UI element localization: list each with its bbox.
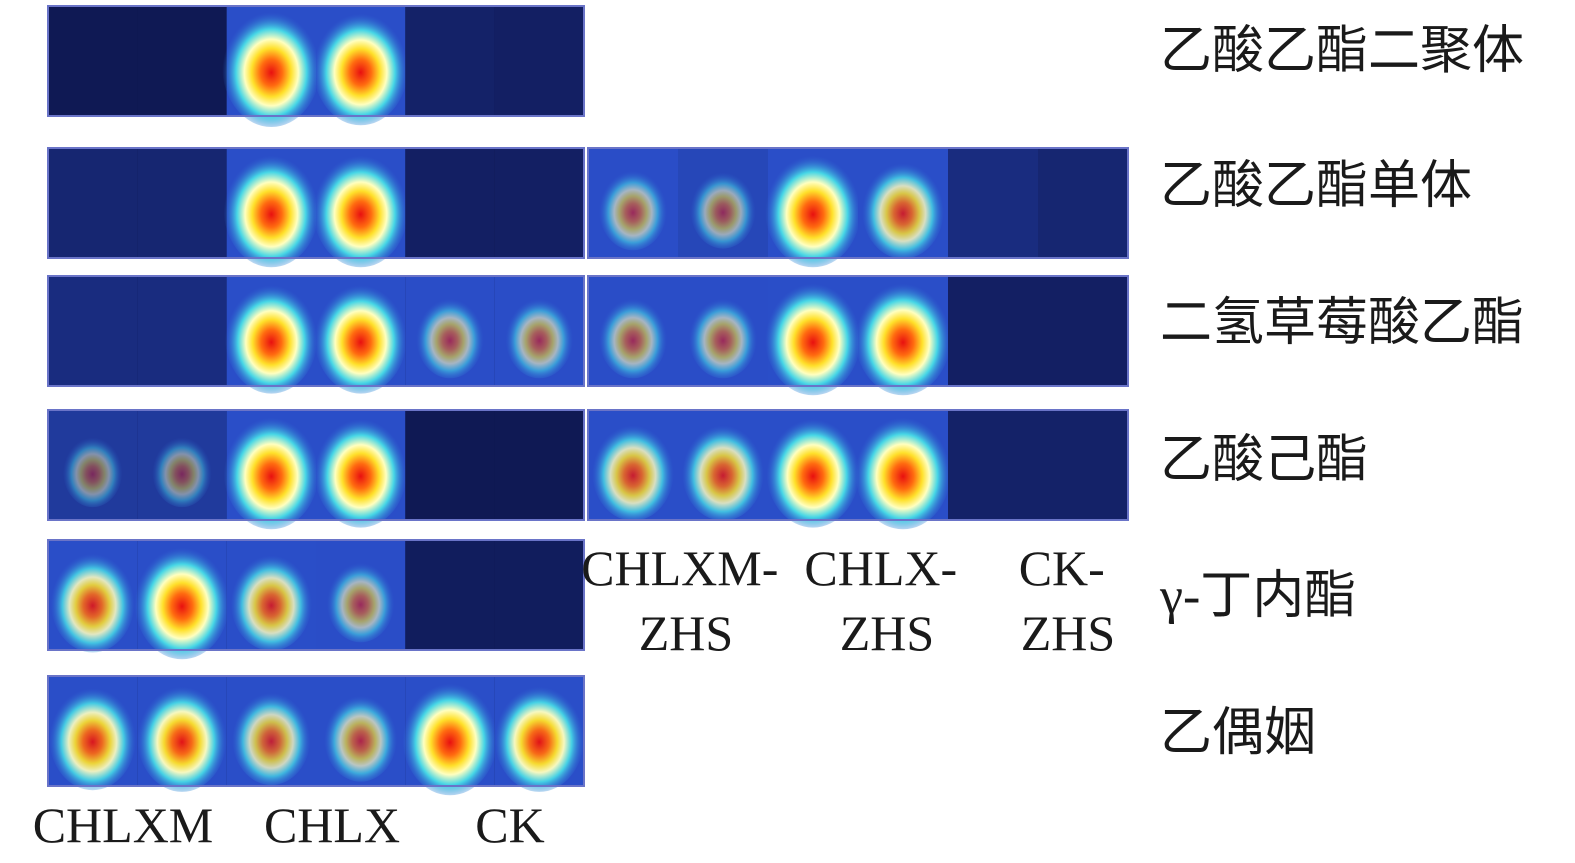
heatmap-spot	[323, 691, 398, 782]
heatmap-strip-border	[587, 147, 1129, 259]
heatmap-cell	[1038, 276, 1128, 386]
compound-label-hexyl-acetate: 乙酸己酯	[1160, 432, 1368, 489]
heatmap-spot	[861, 158, 945, 259]
heatmap-cell	[405, 410, 495, 520]
heatmap-strip-border	[47, 275, 585, 387]
heatmap-spot	[62, 433, 123, 508]
heatmap-spot	[402, 677, 498, 796]
compound-label-acetoin: 乙偶姻	[1160, 705, 1316, 762]
heatmap-cell	[1038, 410, 1128, 520]
heatmap-cell	[405, 540, 495, 650]
heatmap-spot	[314, 279, 408, 394]
heatmap-cell	[948, 410, 1038, 520]
heatmap-strip	[47, 539, 585, 660]
heatmap-strip	[587, 409, 1129, 530]
heatmap-spot	[312, 149, 409, 268]
heatmap-cell	[48, 6, 138, 116]
heatmap-spot	[312, 7, 409, 126]
group-label-chlxm-zhs-line: CHLXM-	[581, 540, 778, 596]
heatmap-spot	[326, 558, 395, 643]
group-label-ck: CK	[475, 797, 544, 853]
heatmap-cell	[948, 276, 1038, 386]
heatmap-spot	[314, 413, 408, 528]
heatmap-strip-border	[587, 275, 1129, 387]
heatmap-spot	[137, 681, 227, 792]
group-label-chlxm-zhs: CHLXM- ZHS	[581, 540, 791, 661]
compound-label-ethyl-acetate-dimer: 乙酸乙酯二聚体	[1160, 23, 1524, 80]
group-label-chlx: CHLX	[264, 797, 400, 853]
heatmap-strip	[587, 147, 1129, 268]
group-label-ck-zhs-line: ZHS	[1021, 605, 1115, 661]
heatmap-strip-border	[47, 539, 585, 651]
heatmap-spot	[690, 168, 756, 249]
heatmap-spot	[766, 413, 860, 528]
heatmap-spot	[224, 279, 318, 394]
heatmap-spot	[230, 550, 313, 651]
group-label-ck-zhs-line: CK-	[1019, 540, 1105, 596]
compound-label-gamma-butyrolactone: γ-丁内酯	[1159, 568, 1356, 625]
group-label-chlx-zhs-line: ZHS	[840, 605, 934, 661]
heatmap-cell	[1038, 148, 1128, 258]
group-label-ck-zhs: CK- ZHS	[1019, 540, 1118, 661]
heatmap-cell	[137, 6, 227, 116]
heatmap-spot	[152, 433, 212, 508]
heatmap-strip-border	[47, 409, 585, 521]
heatmap-spot	[764, 277, 862, 396]
heatmap-strip	[47, 147, 585, 268]
heatmap-strip-border	[587, 409, 1129, 521]
heatmap-cell	[948, 148, 1038, 258]
heatmap-strip	[47, 275, 585, 394]
heatmap-strip	[47, 5, 585, 127]
heatmap-spot	[50, 548, 135, 653]
heatmap-cell	[405, 148, 495, 258]
heatmap-spot	[854, 411, 952, 530]
heatmap-cell	[137, 148, 227, 258]
compound-label-ethyl-dihydrostrawberry: 二氢草莓酸乙酯	[1160, 295, 1524, 352]
group-label-chlxm-zhs-line: ZHS	[639, 605, 733, 661]
group-label-chlx-zhs: CHLX- ZHS	[804, 540, 969, 661]
heatmap-cell	[48, 276, 138, 386]
heatmap-spot	[222, 6, 321, 127]
heatmap-cell	[405, 6, 495, 116]
heatmap-spot	[854, 277, 952, 396]
heatmap-spot	[223, 149, 320, 268]
heatmap-spot	[416, 294, 484, 379]
heatmap-strip-border	[47, 5, 585, 117]
heatmap-spot	[134, 541, 230, 660]
heatmap-strip	[587, 275, 1129, 396]
heatmap-spot	[494, 681, 585, 792]
heatmap-spot	[681, 420, 765, 521]
heatmap-spot	[591, 420, 675, 521]
heatmap-cell	[494, 540, 584, 650]
compound-label-ethyl-acetate-monomer: 乙酸乙酯单体	[1160, 158, 1472, 215]
heatmap-spot	[688, 294, 758, 379]
heatmap-spot	[598, 294, 668, 379]
heatmap-cell	[494, 148, 584, 258]
heatmap-spot	[231, 687, 311, 786]
group-label-chlxm: CHLXM	[33, 797, 214, 853]
heatmap-spot	[764, 149, 862, 268]
heatmap-strip	[47, 675, 585, 796]
heatmap-strip-border	[47, 147, 585, 259]
heatmap-strip	[47, 409, 585, 530]
heatmap-cell	[494, 410, 584, 520]
heatmap-cell	[48, 148, 138, 258]
heatmap-spot	[598, 166, 668, 251]
heatmap-cell	[137, 276, 227, 386]
heatmap-strip-border	[47, 675, 585, 787]
heatmap-spot	[49, 682, 137, 791]
heatmap-panels	[47, 5, 1129, 796]
heatmap-cell	[494, 6, 584, 116]
heatmap-spot	[505, 294, 574, 379]
heatmap-spot	[223, 411, 320, 530]
group-label-chlx-zhs-line: CHLX-	[804, 540, 957, 596]
